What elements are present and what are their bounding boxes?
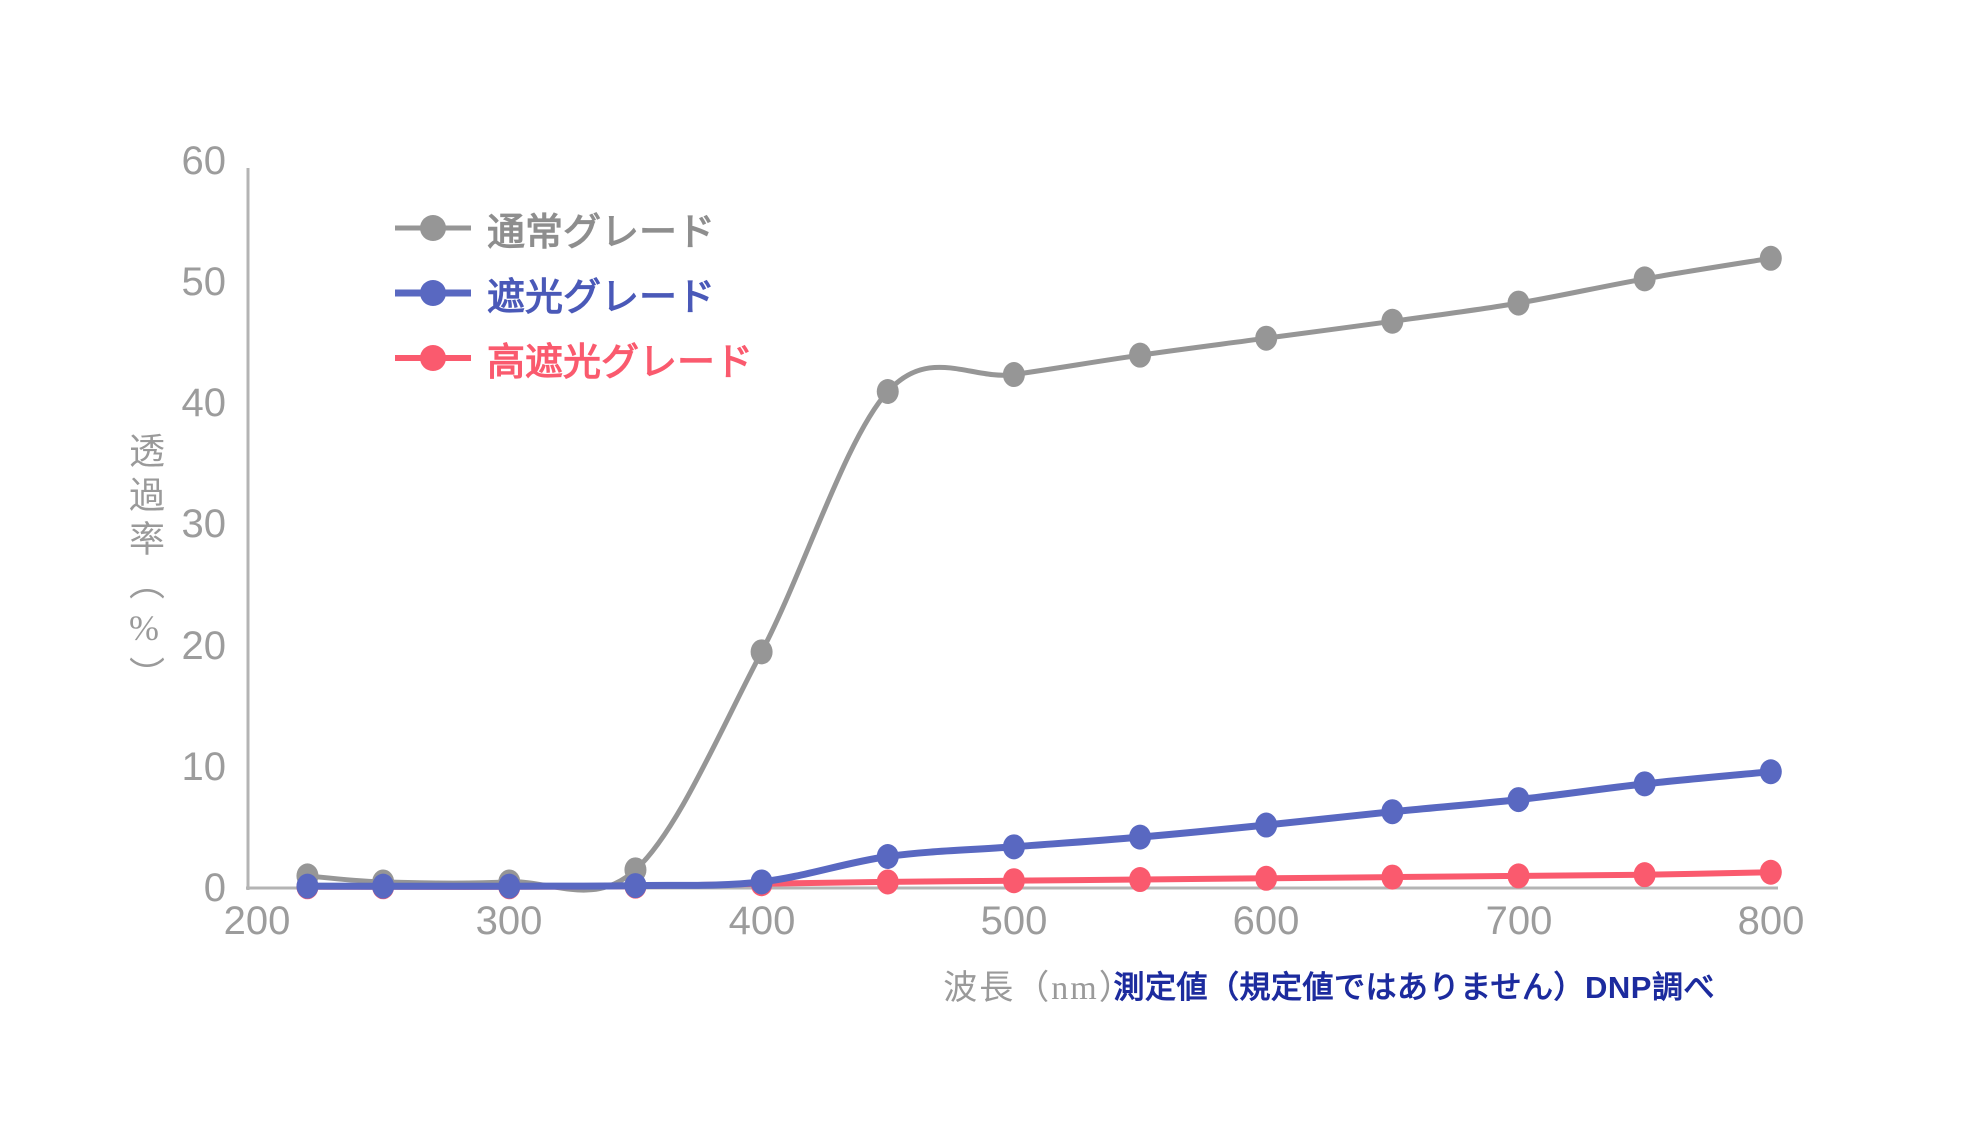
series-point-2 xyxy=(1002,868,1025,894)
y-tick-20: 20 xyxy=(181,624,227,668)
series-point-0 xyxy=(1759,245,1782,271)
series-point-1 xyxy=(1381,799,1404,825)
series-point-2 xyxy=(1381,864,1404,890)
series-point-2 xyxy=(1255,865,1278,891)
y-axis-label: 透過率（%） xyxy=(124,432,164,700)
y-tick-10: 10 xyxy=(181,745,227,789)
series-point-1 xyxy=(1255,812,1278,838)
series-point-1 xyxy=(750,869,773,895)
legend-item-shading-grade: 遮光グレード xyxy=(395,273,715,319)
series-point-1 xyxy=(876,844,899,870)
y-tick-50: 50 xyxy=(181,260,227,304)
series-point-2 xyxy=(1759,859,1782,885)
series-point-2 xyxy=(876,869,899,895)
legend-label-high-shading-grade: 高遮光グレード xyxy=(487,341,754,384)
legend-item-high-shading-grade: 高遮光グレード xyxy=(395,338,753,384)
series-point-0 xyxy=(876,378,899,404)
series-point-1 xyxy=(624,873,647,899)
series-point-0 xyxy=(1255,325,1278,351)
legend-marker-normal-grade xyxy=(395,215,471,241)
x-axis-label: 波長（nm） xyxy=(943,970,1135,1007)
legend-marker-shading-grade xyxy=(395,280,471,306)
series-point-2 xyxy=(1633,862,1656,888)
x-tick-800: 800 xyxy=(1737,899,1805,943)
y-tick-30: 30 xyxy=(181,502,227,546)
y-tick-40: 40 xyxy=(181,381,227,425)
x-tick-500: 500 xyxy=(980,899,1048,943)
series-point-0 xyxy=(1002,362,1025,388)
series-point-1 xyxy=(498,873,521,899)
legend-marker-high-shading-grade xyxy=(395,345,471,371)
x-tick-400: 400 xyxy=(728,899,796,943)
y-tick-0: 0 xyxy=(203,866,226,910)
x-tick-200: 200 xyxy=(223,899,291,943)
series-point-1 xyxy=(1129,824,1152,850)
series-point-0 xyxy=(750,639,773,665)
measurement-note: 測定値（規定値ではありません）DNP調べ xyxy=(1113,970,1715,1005)
series-point-0 xyxy=(1507,290,1530,316)
legend-label-normal-grade: 通常グレード xyxy=(487,211,716,254)
legend-label-shading-grade: 遮光グレード xyxy=(487,276,716,319)
x-tick-700: 700 xyxy=(1485,899,1553,943)
series-point-1 xyxy=(1759,759,1782,785)
series-point-2 xyxy=(1507,863,1530,889)
series-point-0 xyxy=(1633,266,1656,292)
x-tick-300: 300 xyxy=(475,899,543,943)
series-line-1 xyxy=(303,768,1775,890)
x-tick-600: 600 xyxy=(1232,899,1300,943)
series-point-1 xyxy=(296,873,319,899)
series-point-1 xyxy=(1633,771,1656,797)
legend-item-normal-grade: 通常グレード xyxy=(395,208,715,254)
series-point-1 xyxy=(1002,834,1025,860)
series-point-0 xyxy=(1129,342,1152,368)
series-point-2 xyxy=(1129,867,1152,893)
series-point-0 xyxy=(1381,308,1404,334)
series-point-1 xyxy=(1507,787,1530,813)
series-point-1 xyxy=(372,873,395,899)
y-tick-60: 60 xyxy=(181,139,227,183)
